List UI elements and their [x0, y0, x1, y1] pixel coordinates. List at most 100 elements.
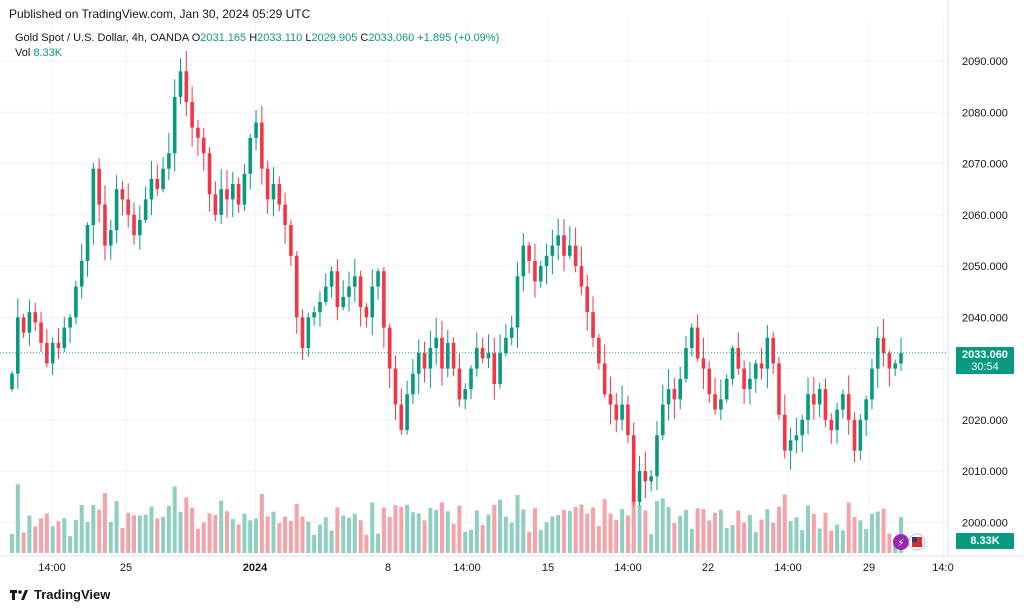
volume-bar: [498, 499, 503, 553]
volume-bar: [637, 504, 642, 553]
volume-bar: [550, 516, 555, 553]
candle-body: [248, 137, 253, 174]
footer-brand[interactable]: TradingView: [10, 587, 110, 602]
candle-body: [602, 363, 607, 395]
volume-bar: [864, 529, 869, 553]
flag-canton: [912, 537, 917, 542]
candle-body: [434, 337, 438, 349]
tradingview-logo-icon: [10, 589, 28, 600]
candle-body: [875, 337, 880, 369]
candle-body: [39, 322, 43, 343]
candle-body: [10, 373, 14, 390]
volume-bar: [358, 520, 363, 553]
candle-body: [730, 348, 735, 379]
candle-body: [701, 358, 706, 369]
candle-body: [521, 245, 526, 277]
volume-bar: [765, 509, 770, 553]
volume-bar: [161, 516, 166, 553]
volume-bar: [149, 506, 154, 553]
volume-bar: [143, 514, 148, 553]
candle-body: [544, 255, 549, 267]
volume-label[interactable]: Vol: [15, 47, 31, 59]
candle-body: [591, 312, 595, 338]
volume-bar: [591, 507, 596, 553]
close-label: C: [360, 32, 369, 44]
price-axis: 2000.0002010.0002020.0002030.0002040.000…: [962, 56, 1008, 529]
candle-body: [16, 317, 20, 374]
candle-body: [74, 286, 78, 318]
volume-bar: [747, 514, 752, 553]
volume-bar: [672, 522, 677, 553]
volume-bar: [852, 517, 857, 553]
volume-bar: [126, 512, 131, 553]
volume-bar: [684, 510, 689, 553]
candle-body: [585, 286, 590, 313]
volume-bar: [399, 506, 404, 553]
x-tick-label: 15: [542, 562, 554, 574]
volume-bar: [713, 512, 718, 553]
candle-body: [486, 353, 491, 359]
candle-body: [480, 348, 485, 359]
candle-body: [469, 368, 473, 390]
candle-body: [79, 260, 84, 287]
candle-body: [475, 348, 479, 369]
volume-tag: 8.33K: [956, 533, 1014, 549]
volume-bar: [631, 487, 636, 553]
volume-bar: [422, 520, 427, 553]
candle-body: [719, 399, 723, 410]
candle-body: [788, 440, 793, 451]
dividend-event-icon[interactable]: [893, 534, 909, 550]
candle-body: [114, 189, 119, 231]
low-value: 2029.905: [311, 32, 358, 44]
volume-bar: [300, 516, 305, 553]
volume-bar: [486, 514, 491, 553]
candle-body: [225, 189, 229, 200]
candle-body: [196, 127, 200, 138]
candle-body: [190, 102, 194, 128]
volume-bar: [869, 513, 874, 553]
volume-bar: [701, 509, 706, 553]
candle-body: [782, 414, 787, 451]
volume-bar: [469, 529, 474, 553]
candle-body: [161, 168, 165, 190]
volume-bar: [137, 515, 142, 553]
candle-body: [852, 419, 857, 451]
candle-body: [172, 96, 177, 154]
volume-bar: [132, 515, 137, 553]
volume-bar: [213, 514, 218, 553]
candle-body: [387, 327, 392, 369]
candle-body: [637, 471, 642, 502]
candle-body: [742, 368, 746, 390]
volume-bar: [695, 508, 700, 553]
volume-bar: [376, 533, 381, 553]
candle-body: [794, 435, 799, 441]
volume-bar: [265, 516, 270, 553]
volume-bar: [457, 505, 462, 553]
volume-bar: [875, 511, 880, 553]
volume-bar: [312, 534, 317, 553]
y-tick-label: 2090.000: [962, 56, 1008, 68]
volume-bar: [620, 508, 625, 553]
volume-bar: [195, 529, 200, 553]
volume-bar: [405, 504, 410, 553]
candle-body: [451, 342, 456, 369]
volume-bar: [840, 530, 845, 553]
candle-body: [457, 368, 462, 400]
candle-body: [230, 184, 235, 200]
volume-bar: [811, 513, 816, 553]
volume-bar: [730, 524, 735, 553]
candle-body: [550, 245, 555, 256]
candle-body: [411, 373, 415, 395]
candle-body: [777, 363, 781, 415]
candle-body: [27, 312, 32, 333]
high-value: 2033.110: [257, 32, 303, 44]
candle-body: [178, 71, 183, 97]
volume-bar: [323, 517, 328, 553]
symbol-name[interactable]: Gold Spot / U.S. Dollar, 4h, OANDA: [15, 32, 189, 44]
candle-body: [353, 276, 357, 287]
volume-bar: [201, 522, 206, 553]
candle-body: [835, 409, 839, 431]
candle-body: [364, 307, 369, 318]
high-label: H: [249, 32, 258, 44]
